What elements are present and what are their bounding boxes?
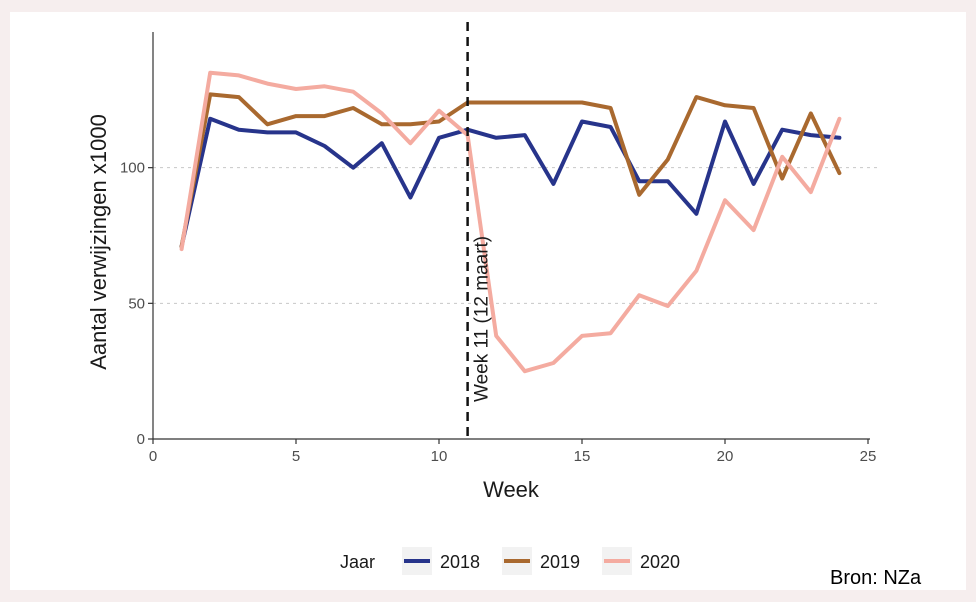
annotation-label: Week 11 (12 maart) bbox=[472, 236, 493, 402]
y-tick-label: 0 bbox=[137, 431, 145, 448]
x-axis-title: Week bbox=[483, 477, 540, 502]
legend-label-2018: 2018 bbox=[440, 552, 480, 572]
annotation-layer: Week 11 (12 maart) bbox=[466, 22, 493, 439]
y-tick-label: 50 bbox=[128, 295, 145, 312]
axes bbox=[152, 32, 870, 440]
series-lines bbox=[179, 70, 842, 374]
legend: Jaar 2018 2019 2020 bbox=[340, 547, 680, 575]
legend-items: 2018 2019 2020 bbox=[402, 547, 680, 575]
chart-card: 0 50 100 0 5 10 15 20 25 Week 11 (12 maart) Week… bbox=[10, 12, 966, 590]
source-label: Bron: NZa bbox=[830, 567, 922, 589]
line-chart: 0 50 100 0 5 10 15 20 25 Week 11 (12 maart) Week… bbox=[86, 22, 922, 589]
gridlines bbox=[153, 167, 880, 304]
legend-label-2019: 2019 bbox=[540, 552, 580, 572]
y-tick-label: 100 bbox=[120, 160, 145, 177]
x-tick-label: 15 bbox=[574, 448, 591, 465]
x-tick-label: 5 bbox=[292, 448, 300, 465]
x-tick-label: 20 bbox=[717, 448, 734, 465]
x-tick-label: 0 bbox=[149, 448, 157, 465]
series-line-2018 bbox=[179, 116, 842, 249]
x-tick-label: 10 bbox=[431, 448, 448, 465]
series-line-2020 bbox=[179, 70, 842, 374]
series-line-2019 bbox=[179, 92, 842, 249]
legend-label-2020: 2020 bbox=[640, 552, 680, 572]
x-tick-label: 25 bbox=[860, 448, 877, 465]
legend-title: Jaar bbox=[340, 552, 375, 572]
y-axis-title: Aantal verwijzingen x1000 bbox=[86, 114, 111, 370]
axis-ticks: 0 50 100 0 5 10 15 20 25 bbox=[120, 160, 876, 465]
